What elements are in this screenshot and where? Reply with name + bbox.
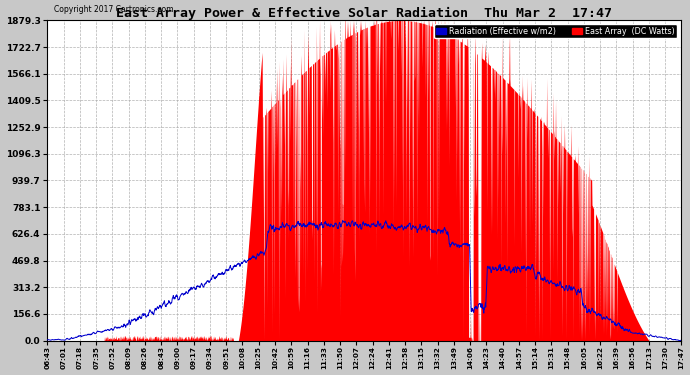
Text: Copyright 2017 Cartronics.com: Copyright 2017 Cartronics.com: [54, 5, 173, 14]
Title: East Array Power & Effective Solar Radiation  Thu Mar 2  17:47: East Array Power & Effective Solar Radia…: [117, 7, 613, 20]
Legend: Radiation (Effective w/m2), East Array  (DC Watts): Radiation (Effective w/m2), East Array (…: [434, 24, 678, 38]
